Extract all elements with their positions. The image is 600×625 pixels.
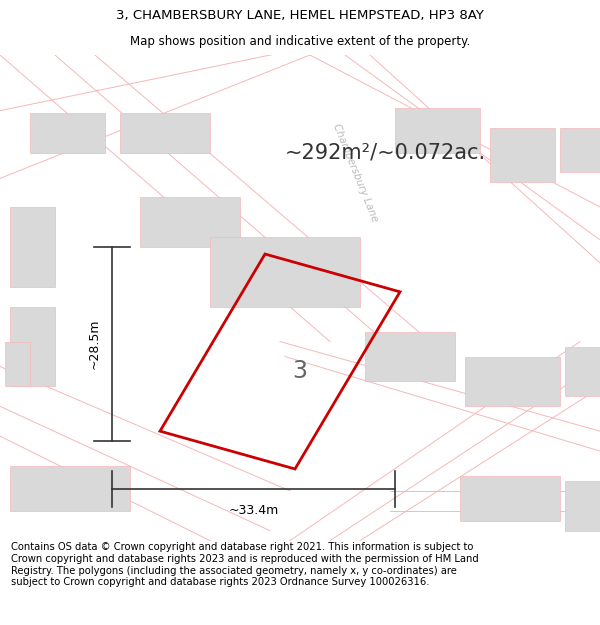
Text: ~33.4m: ~33.4m xyxy=(229,504,278,518)
Polygon shape xyxy=(560,127,600,172)
Polygon shape xyxy=(30,112,105,152)
Text: ~292m²/~0.072ac.: ~292m²/~0.072ac. xyxy=(285,142,486,162)
Polygon shape xyxy=(395,107,480,152)
Text: Contains OS data © Crown copyright and database right 2021. This information is : Contains OS data © Crown copyright and d… xyxy=(11,542,479,587)
Polygon shape xyxy=(210,237,360,307)
Polygon shape xyxy=(565,481,600,531)
Polygon shape xyxy=(365,332,455,381)
Polygon shape xyxy=(5,342,30,386)
Polygon shape xyxy=(120,112,210,152)
Polygon shape xyxy=(460,476,560,521)
Polygon shape xyxy=(140,198,240,247)
Polygon shape xyxy=(490,127,555,182)
Polygon shape xyxy=(10,208,55,287)
Polygon shape xyxy=(10,307,55,386)
Text: ~28.5m: ~28.5m xyxy=(88,319,101,369)
Text: 3, CHAMBERSBURY LANE, HEMEL HEMPSTEAD, HP3 8AY: 3, CHAMBERSBURY LANE, HEMEL HEMPSTEAD, H… xyxy=(116,9,484,22)
Text: 3: 3 xyxy=(293,359,308,384)
Text: Chambersbury Lane: Chambersbury Lane xyxy=(331,122,379,223)
Polygon shape xyxy=(465,356,560,406)
Text: Map shows position and indicative extent of the property.: Map shows position and indicative extent… xyxy=(130,35,470,48)
Polygon shape xyxy=(565,347,600,396)
Polygon shape xyxy=(10,466,130,511)
